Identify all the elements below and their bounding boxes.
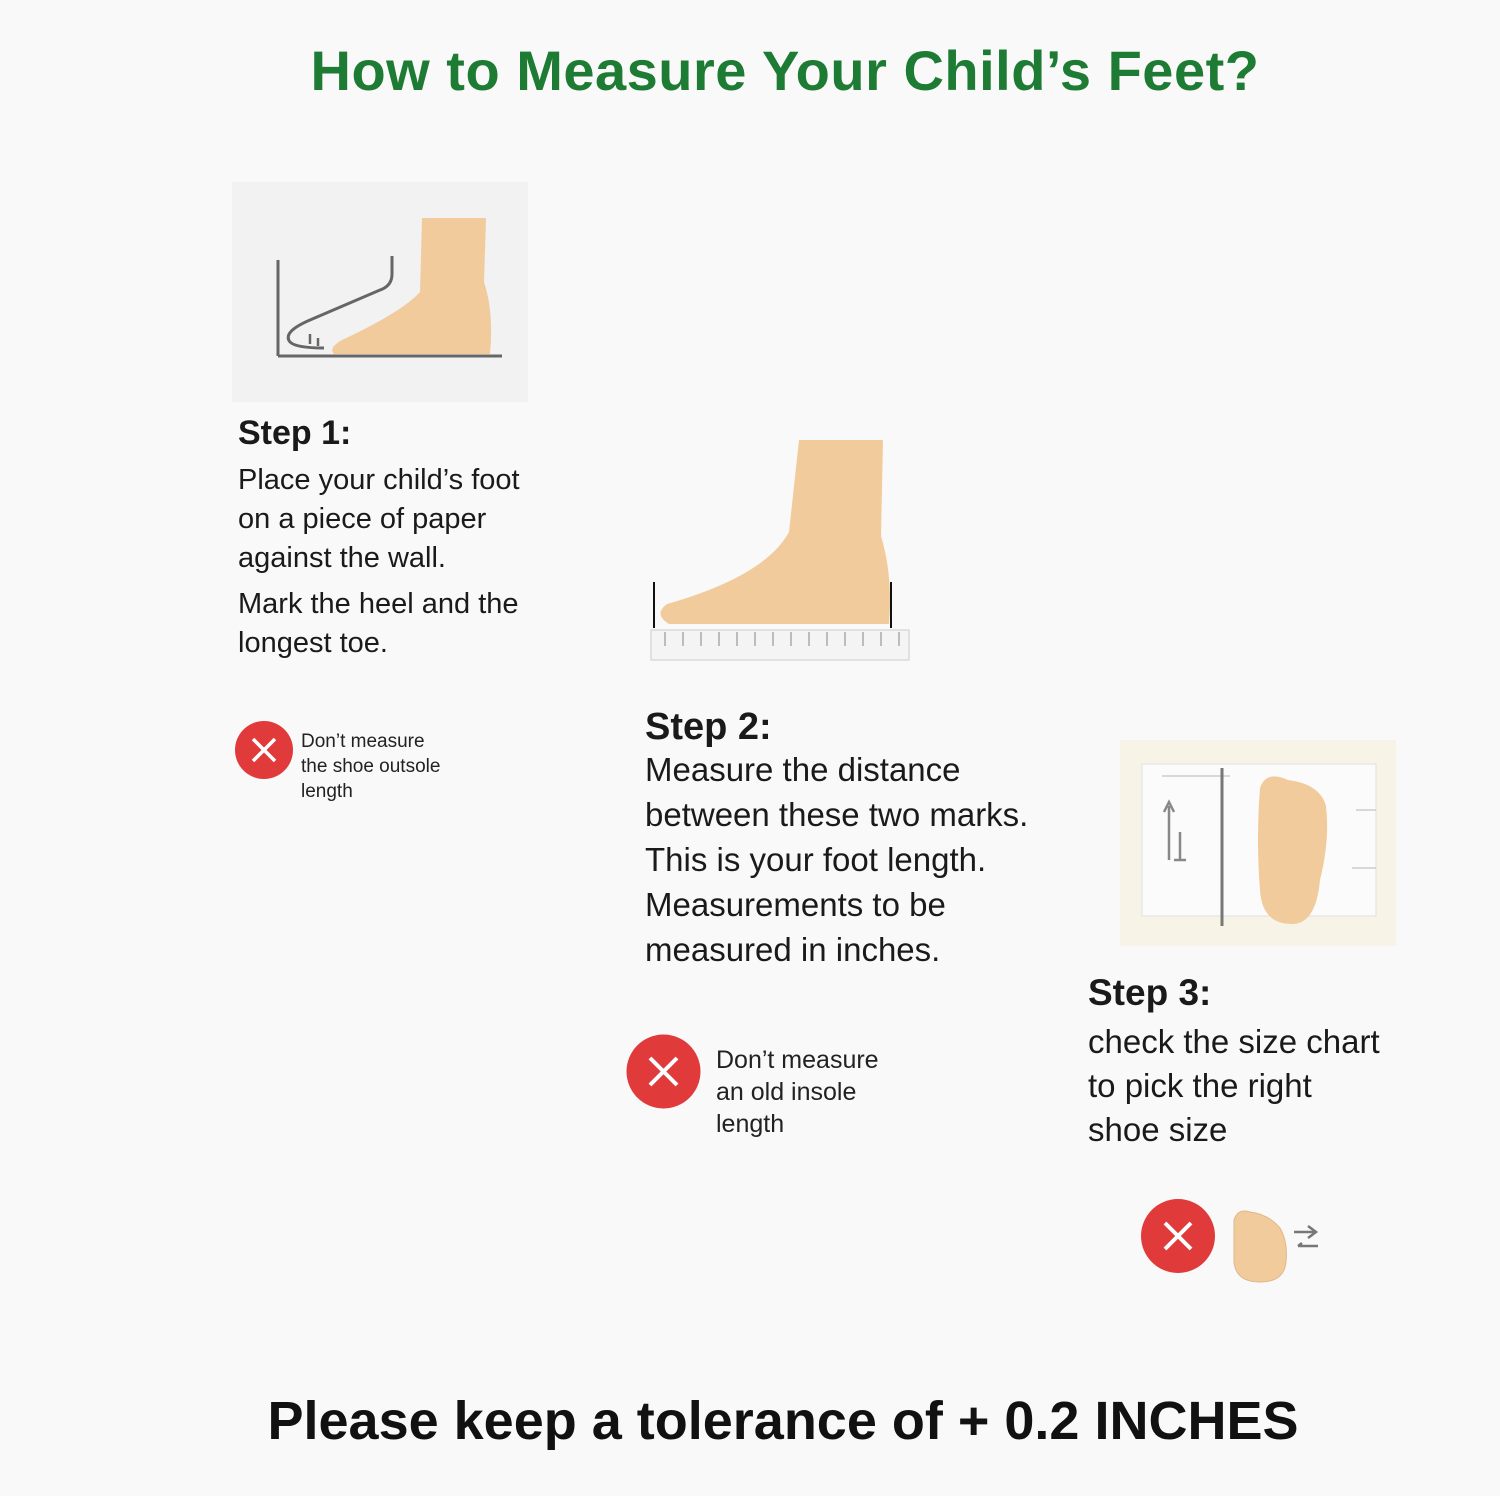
step-1-title: Step 1: (238, 414, 352, 452)
x-circle-icon (235, 721, 293, 779)
warning-text: the shoe outsole (301, 756, 441, 777)
foot-against-wall-illustration (232, 182, 528, 402)
step-2-text: This is your foot length. (645, 841, 987, 878)
step-2: Step 2: Measure the distance between the… (645, 706, 1028, 972)
warning-text: Don’t measure (301, 731, 425, 752)
step-3-text: shoe size (1088, 1111, 1228, 1148)
step-1-text: against the wall. (238, 542, 446, 574)
step-1-text: longest toe. (238, 627, 388, 659)
step-2-text: Measure the distance (645, 751, 961, 788)
step-1-warning: Don’t measure the shoe outsole length (301, 729, 440, 804)
step-3-title: Step 3: (1088, 972, 1212, 1013)
step-3: Step 3: check the size chart to pick the… (1088, 972, 1380, 1152)
tolerance-note: Please keep a tolerance of + 0.2 INCHES (267, 1391, 1299, 1451)
step-1-text: Mark the heel and the (238, 588, 519, 620)
step-1-text: on a piece of paper (238, 503, 487, 535)
arrow-up-icon (1162, 799, 1186, 862)
size-chart-illustration (1120, 740, 1396, 946)
warning-text: length (301, 781, 353, 802)
foot-icon (660, 440, 890, 624)
warning-text: Don’t measure (716, 1046, 879, 1074)
arrows-icon (1294, 1225, 1319, 1248)
step-1: Step 1: Place your child’s foot on a pie… (238, 414, 520, 663)
ruler-icon (650, 629, 910, 661)
step-2-warning: Don’t measure an old insole length (716, 1044, 879, 1140)
warning-text: an old insole (716, 1078, 857, 1106)
x-circle-icon (626, 1034, 701, 1109)
foot-sole-icon (1258, 776, 1328, 924)
step-3-text: check the size chart (1088, 1023, 1380, 1060)
small-foot-icon (1233, 1210, 1319, 1283)
foot-icon (332, 218, 492, 354)
page-title: How to Measure Your Child’s Feet? (310, 39, 1260, 102)
warning-text: length (716, 1110, 785, 1138)
step-2-text: Measurements to be (645, 886, 946, 923)
step-1-text: Place your child’s foot (238, 464, 520, 496)
x-circle-icon (1141, 1199, 1215, 1273)
foot-on-ruler-illustration (650, 440, 910, 661)
step-2-text: between these two marks. (645, 796, 1029, 833)
step-2-title: Step 2: (645, 706, 772, 748)
step-2-text: measured in inches. (645, 931, 941, 968)
step-3-text: to pick the right (1088, 1067, 1312, 1104)
